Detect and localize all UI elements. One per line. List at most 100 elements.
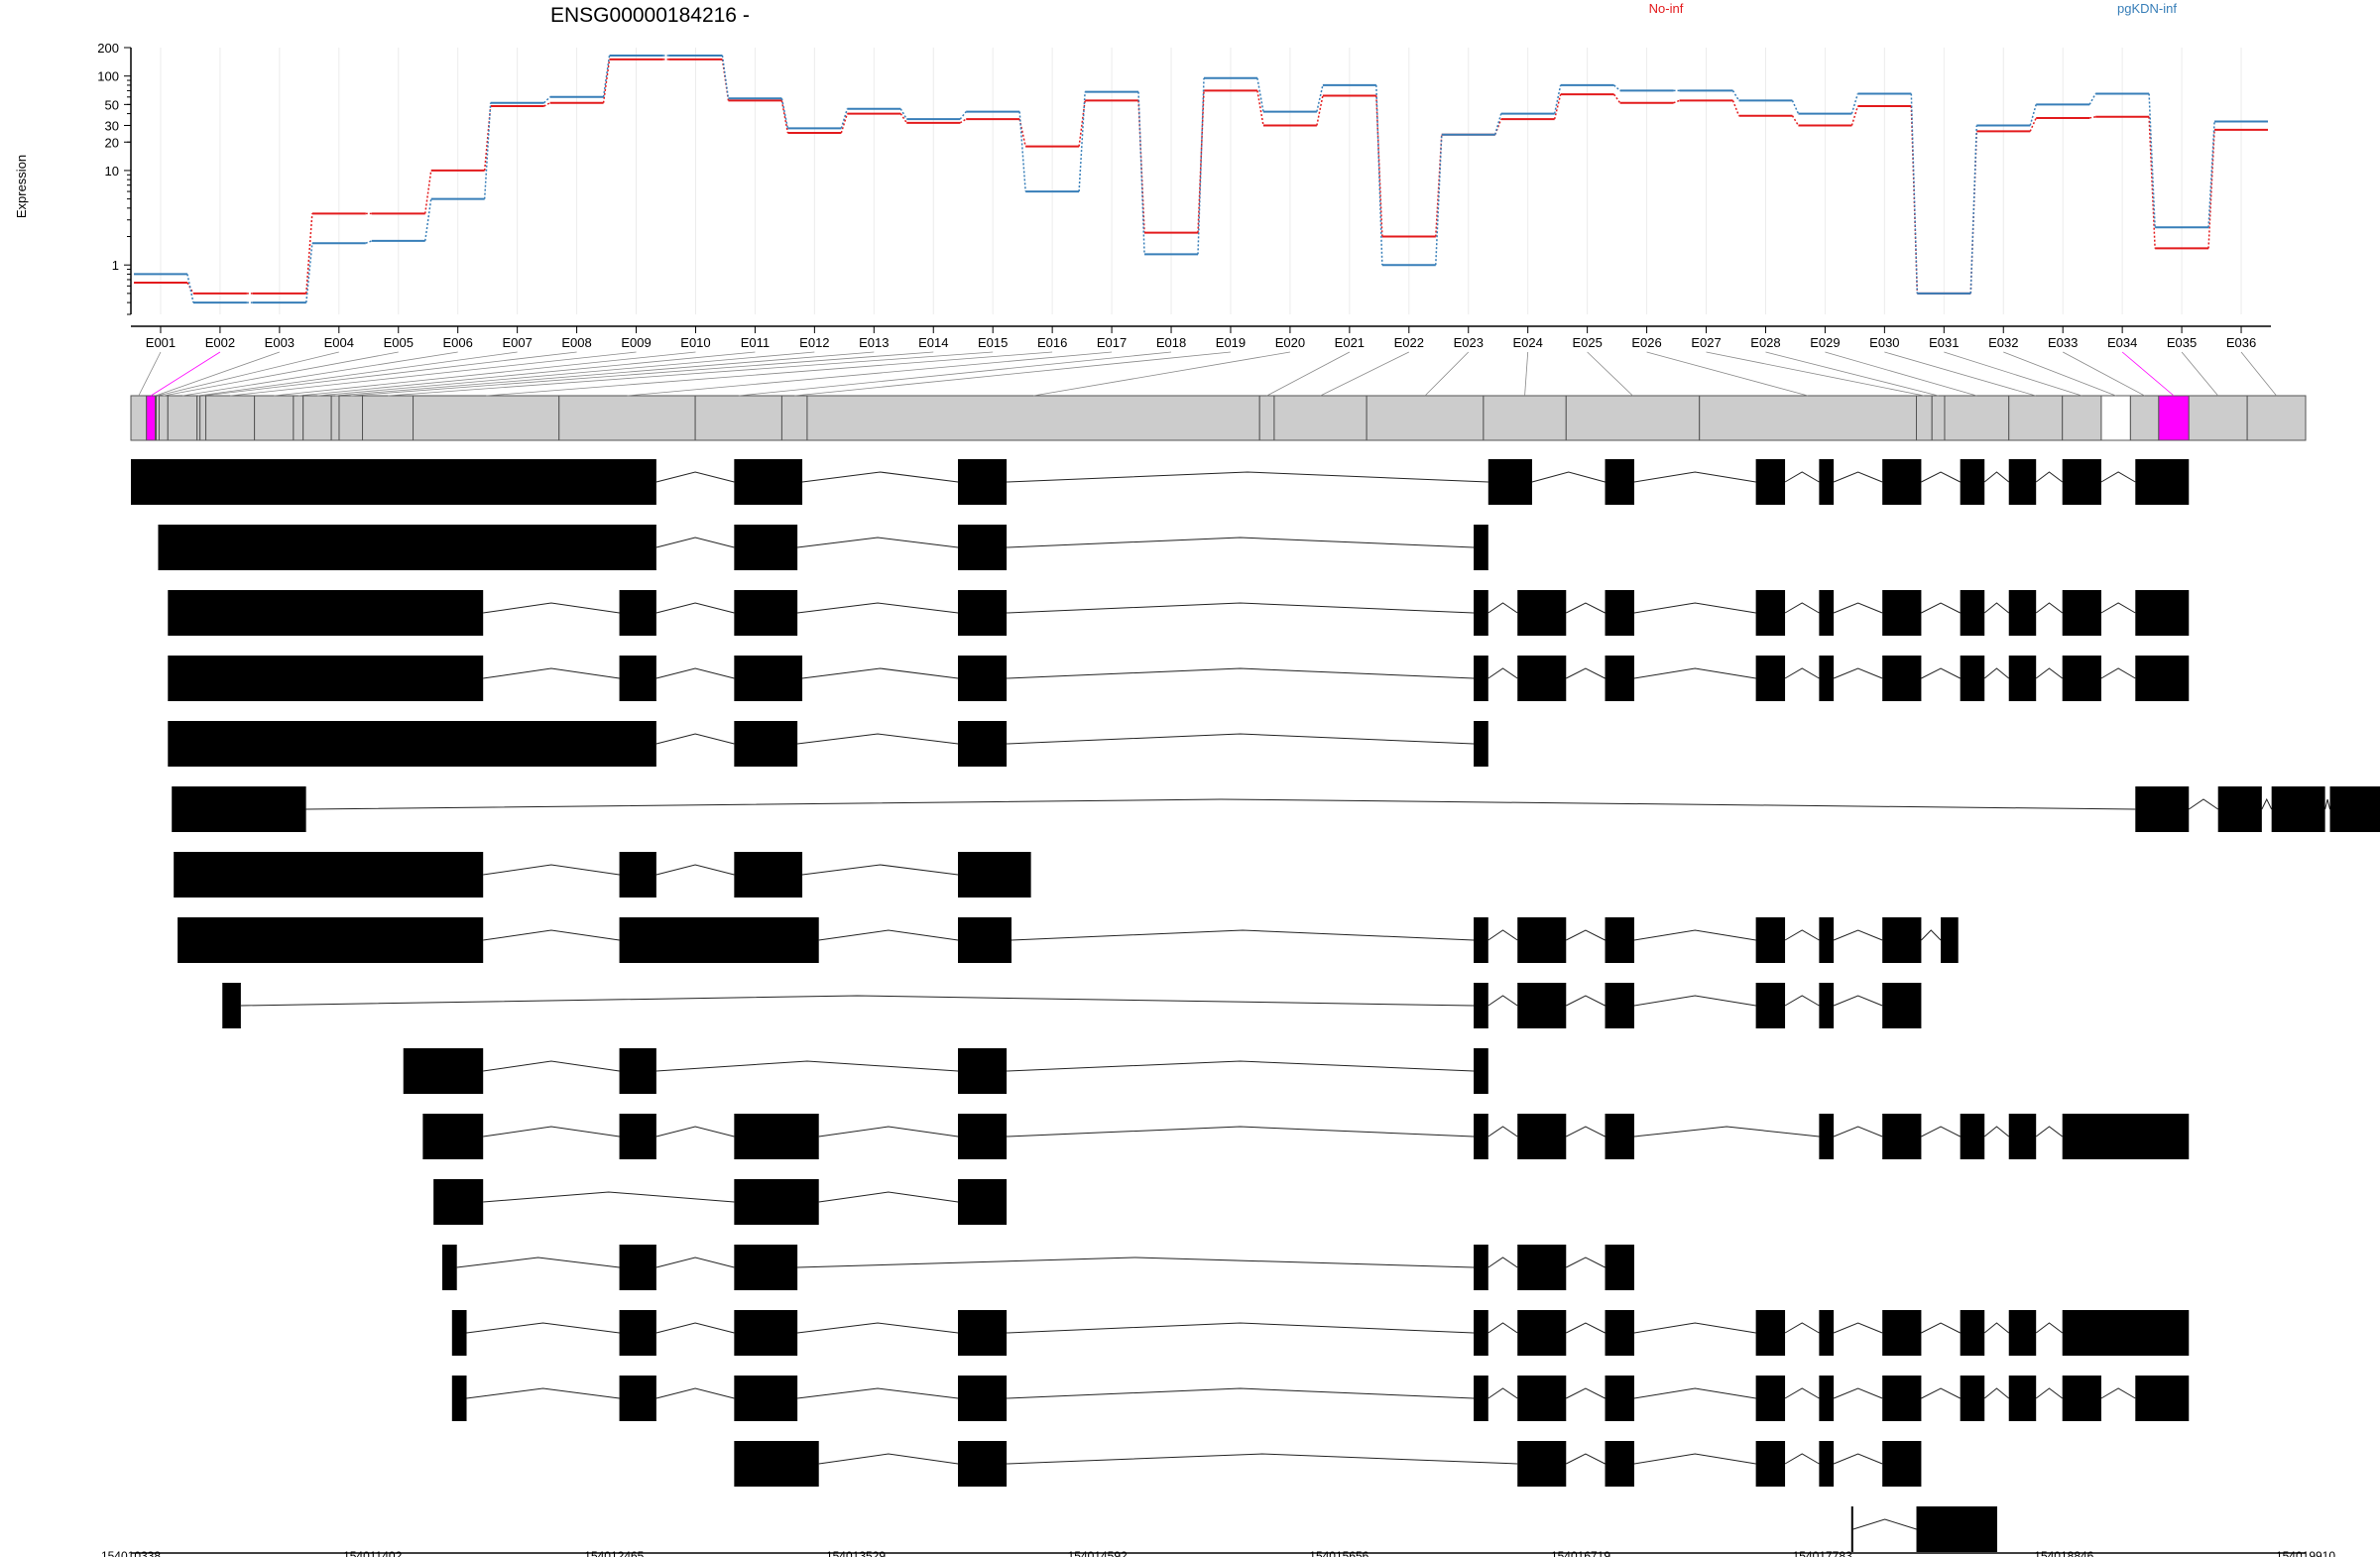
transcript-intron [1488,667,1518,679]
coordinate-label: 154018846 [2034,1549,2093,1557]
series-connector [1791,115,1800,126]
transcript-intron [1488,1257,1518,1268]
series-connector [543,102,550,107]
series-connector [780,98,789,129]
transcript-intron [1011,929,1475,941]
transcript-intron [2100,667,2136,679]
x-tick-label: E015 [978,335,1008,350]
transcript-intron [1633,602,1756,614]
transcript-intron [655,733,735,745]
transcript-exon [619,590,656,636]
series-connector [543,96,551,104]
series-connector [305,213,313,294]
transcript-exon [1605,590,1634,636]
transcript-exon [1941,917,1959,963]
transcript-exon [958,1310,1008,1356]
transcript-exon [734,852,803,898]
y-tick-label: 1 [112,258,119,273]
transcript-exon [2062,1114,2190,1159]
transcript-track [734,1441,1922,1487]
exon-box [2158,395,2190,441]
transcript-intron [1566,1453,1606,1465]
y-tick-label: 200 [97,41,119,56]
x-tick-label: E004 [324,335,354,350]
transcript-intron [483,667,620,679]
transcript-exon [1474,590,1488,636]
transcript-intron [1921,929,1942,941]
transcript-intron [801,667,959,679]
x-tick-label: E001 [146,335,176,350]
transcript-exon [222,983,241,1028]
transcript-intron [1833,929,1883,941]
transcript-exon [1517,656,1567,701]
exon-box [694,395,782,441]
transcript-exon [433,1179,484,1225]
transcript-intron [1531,471,1606,483]
transcript-exon [2271,786,2325,832]
x-tick-label: E006 [443,335,473,350]
transcript-intron [818,1126,959,1138]
transcript-exon [1882,1441,1922,1487]
transcript-intron [1784,1322,1820,1334]
exon-box [302,395,332,441]
transcript-intron [655,864,735,876]
transcript-intron [655,602,735,614]
transcript-exon [1605,983,1634,1028]
exon-box [413,395,560,441]
transcript-intron [801,864,959,876]
transcript-intron [797,1322,959,1334]
series-connector [959,111,967,120]
exon-box [2188,395,2248,441]
transcript-exon [1819,1310,1835,1356]
x-tick-label: E007 [502,335,532,350]
transcript-exon [1605,1114,1634,1159]
transcript-exon [734,721,798,767]
transcript-exon [2135,1376,2190,1421]
transcript-exon [1474,1376,1488,1421]
transcript-exon [2135,590,2190,636]
x-tick-label: E014 [918,335,948,350]
exon-connector [138,351,162,397]
series-connector [2029,104,2037,126]
transcript-exon [1474,983,1488,1028]
transcript-intron [655,1322,735,1334]
exon-box [205,395,256,441]
x-tick-label: E013 [859,335,889,350]
exon-box [130,395,148,441]
transcript-exon [958,1441,1008,1487]
transcript-intron [483,929,620,941]
exon-box [167,395,198,441]
transcript-track [433,1179,1008,1225]
transcript-intron [2035,471,2063,483]
series-connector [602,59,611,103]
series-connector [780,100,789,134]
transcript-exon [1882,917,1922,963]
transcript-exon [422,1114,484,1159]
transcript-intron [1007,1387,1475,1399]
transcript-exon [2062,590,2101,636]
transcript-exon [1517,983,1567,1028]
series-connector [1494,118,1502,135]
transcript-intron [483,864,620,876]
transcript-exon [1517,1114,1567,1159]
transcript-exon [1882,656,1922,701]
transcript-intron [2188,798,2218,810]
transcript-intron [1921,471,1961,483]
transcript-exon [958,525,1008,570]
transcript-exon [1605,1376,1634,1421]
exon-connector [2003,351,2116,397]
x-tick-label: E020 [1275,335,1305,350]
transcript-intron [1007,471,1488,483]
transcript-intron [1633,1453,1756,1465]
transcript-tracks [131,459,2380,1552]
transcript-intron [1921,1387,1961,1399]
transcript-exon [168,590,484,636]
transcript-exon [1605,1245,1634,1290]
transcript-intron [1833,1453,1883,1465]
transcript-exon [1605,1310,1634,1356]
exon-connector [627,351,1113,397]
series-connector [1613,84,1621,91]
exon-box [146,395,157,441]
exon-box [330,395,340,441]
